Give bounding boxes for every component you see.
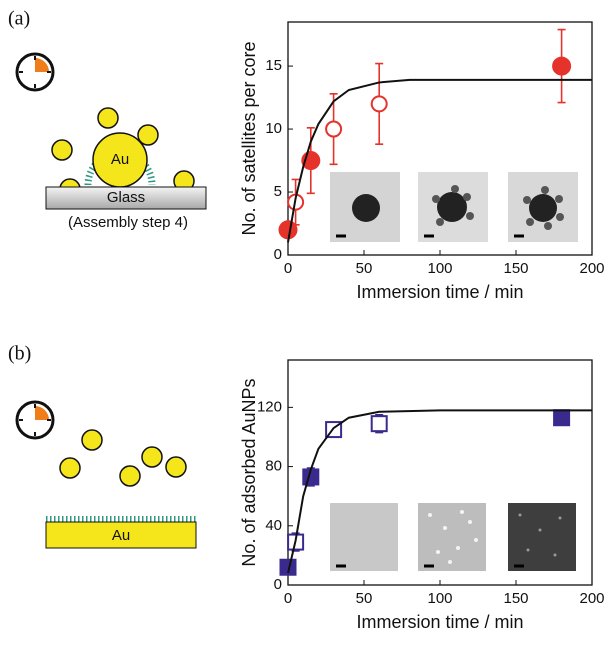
y-tick-label: 5	[274, 183, 282, 200]
sem-insets	[330, 503, 576, 571]
clock-icon	[17, 54, 53, 90]
data-point	[280, 221, 297, 238]
y-tick-label: 10	[265, 120, 282, 137]
x-axis-label: Immersion time / min	[356, 612, 523, 632]
x-tick-label: 100	[427, 260, 452, 277]
x-tick-label: 200	[579, 260, 604, 277]
panel-label: (b)	[8, 343, 31, 365]
y-tick-label: 0	[274, 576, 282, 593]
data-point	[553, 58, 570, 75]
step-label: (Assembly step 4)	[68, 214, 188, 231]
glass-label: Glass	[107, 189, 145, 206]
y-tick-label: 120	[257, 398, 282, 415]
data-point	[372, 96, 387, 111]
x-tick-label: 150	[503, 590, 528, 607]
y-tick-label: 15	[265, 57, 282, 74]
au-label: Au	[111, 151, 129, 168]
x-tick-label: 0	[284, 590, 292, 607]
x-tick-label: 0	[284, 260, 292, 277]
y-axis-label: No. of adsorbed AuNPs	[239, 378, 259, 566]
y-tick-label: 40	[265, 517, 282, 534]
nanoparticles	[60, 430, 186, 486]
tem-insets	[330, 172, 578, 242]
panel-label: (a)	[8, 8, 30, 30]
x-tick-label: 100	[427, 590, 452, 607]
x-tick-label: 50	[356, 260, 373, 277]
y-axis-label: No. of satellites per core	[239, 41, 259, 235]
data-point	[372, 416, 387, 431]
x-axis-label: Immersion time / min	[356, 282, 523, 302]
clock-icon	[17, 402, 53, 438]
data-point	[326, 122, 341, 137]
x-tick-label: 50	[356, 590, 373, 607]
y-tick-label: 80	[265, 458, 282, 475]
y-tick-label: 0	[274, 246, 282, 263]
figure: (a) Au Glass (Assembly step 4) (b) Au	[0, 0, 613, 645]
data-point	[554, 410, 569, 425]
x-tick-label: 200	[579, 590, 604, 607]
x-tick-label: 150	[503, 260, 528, 277]
au-label: Au	[112, 527, 130, 544]
